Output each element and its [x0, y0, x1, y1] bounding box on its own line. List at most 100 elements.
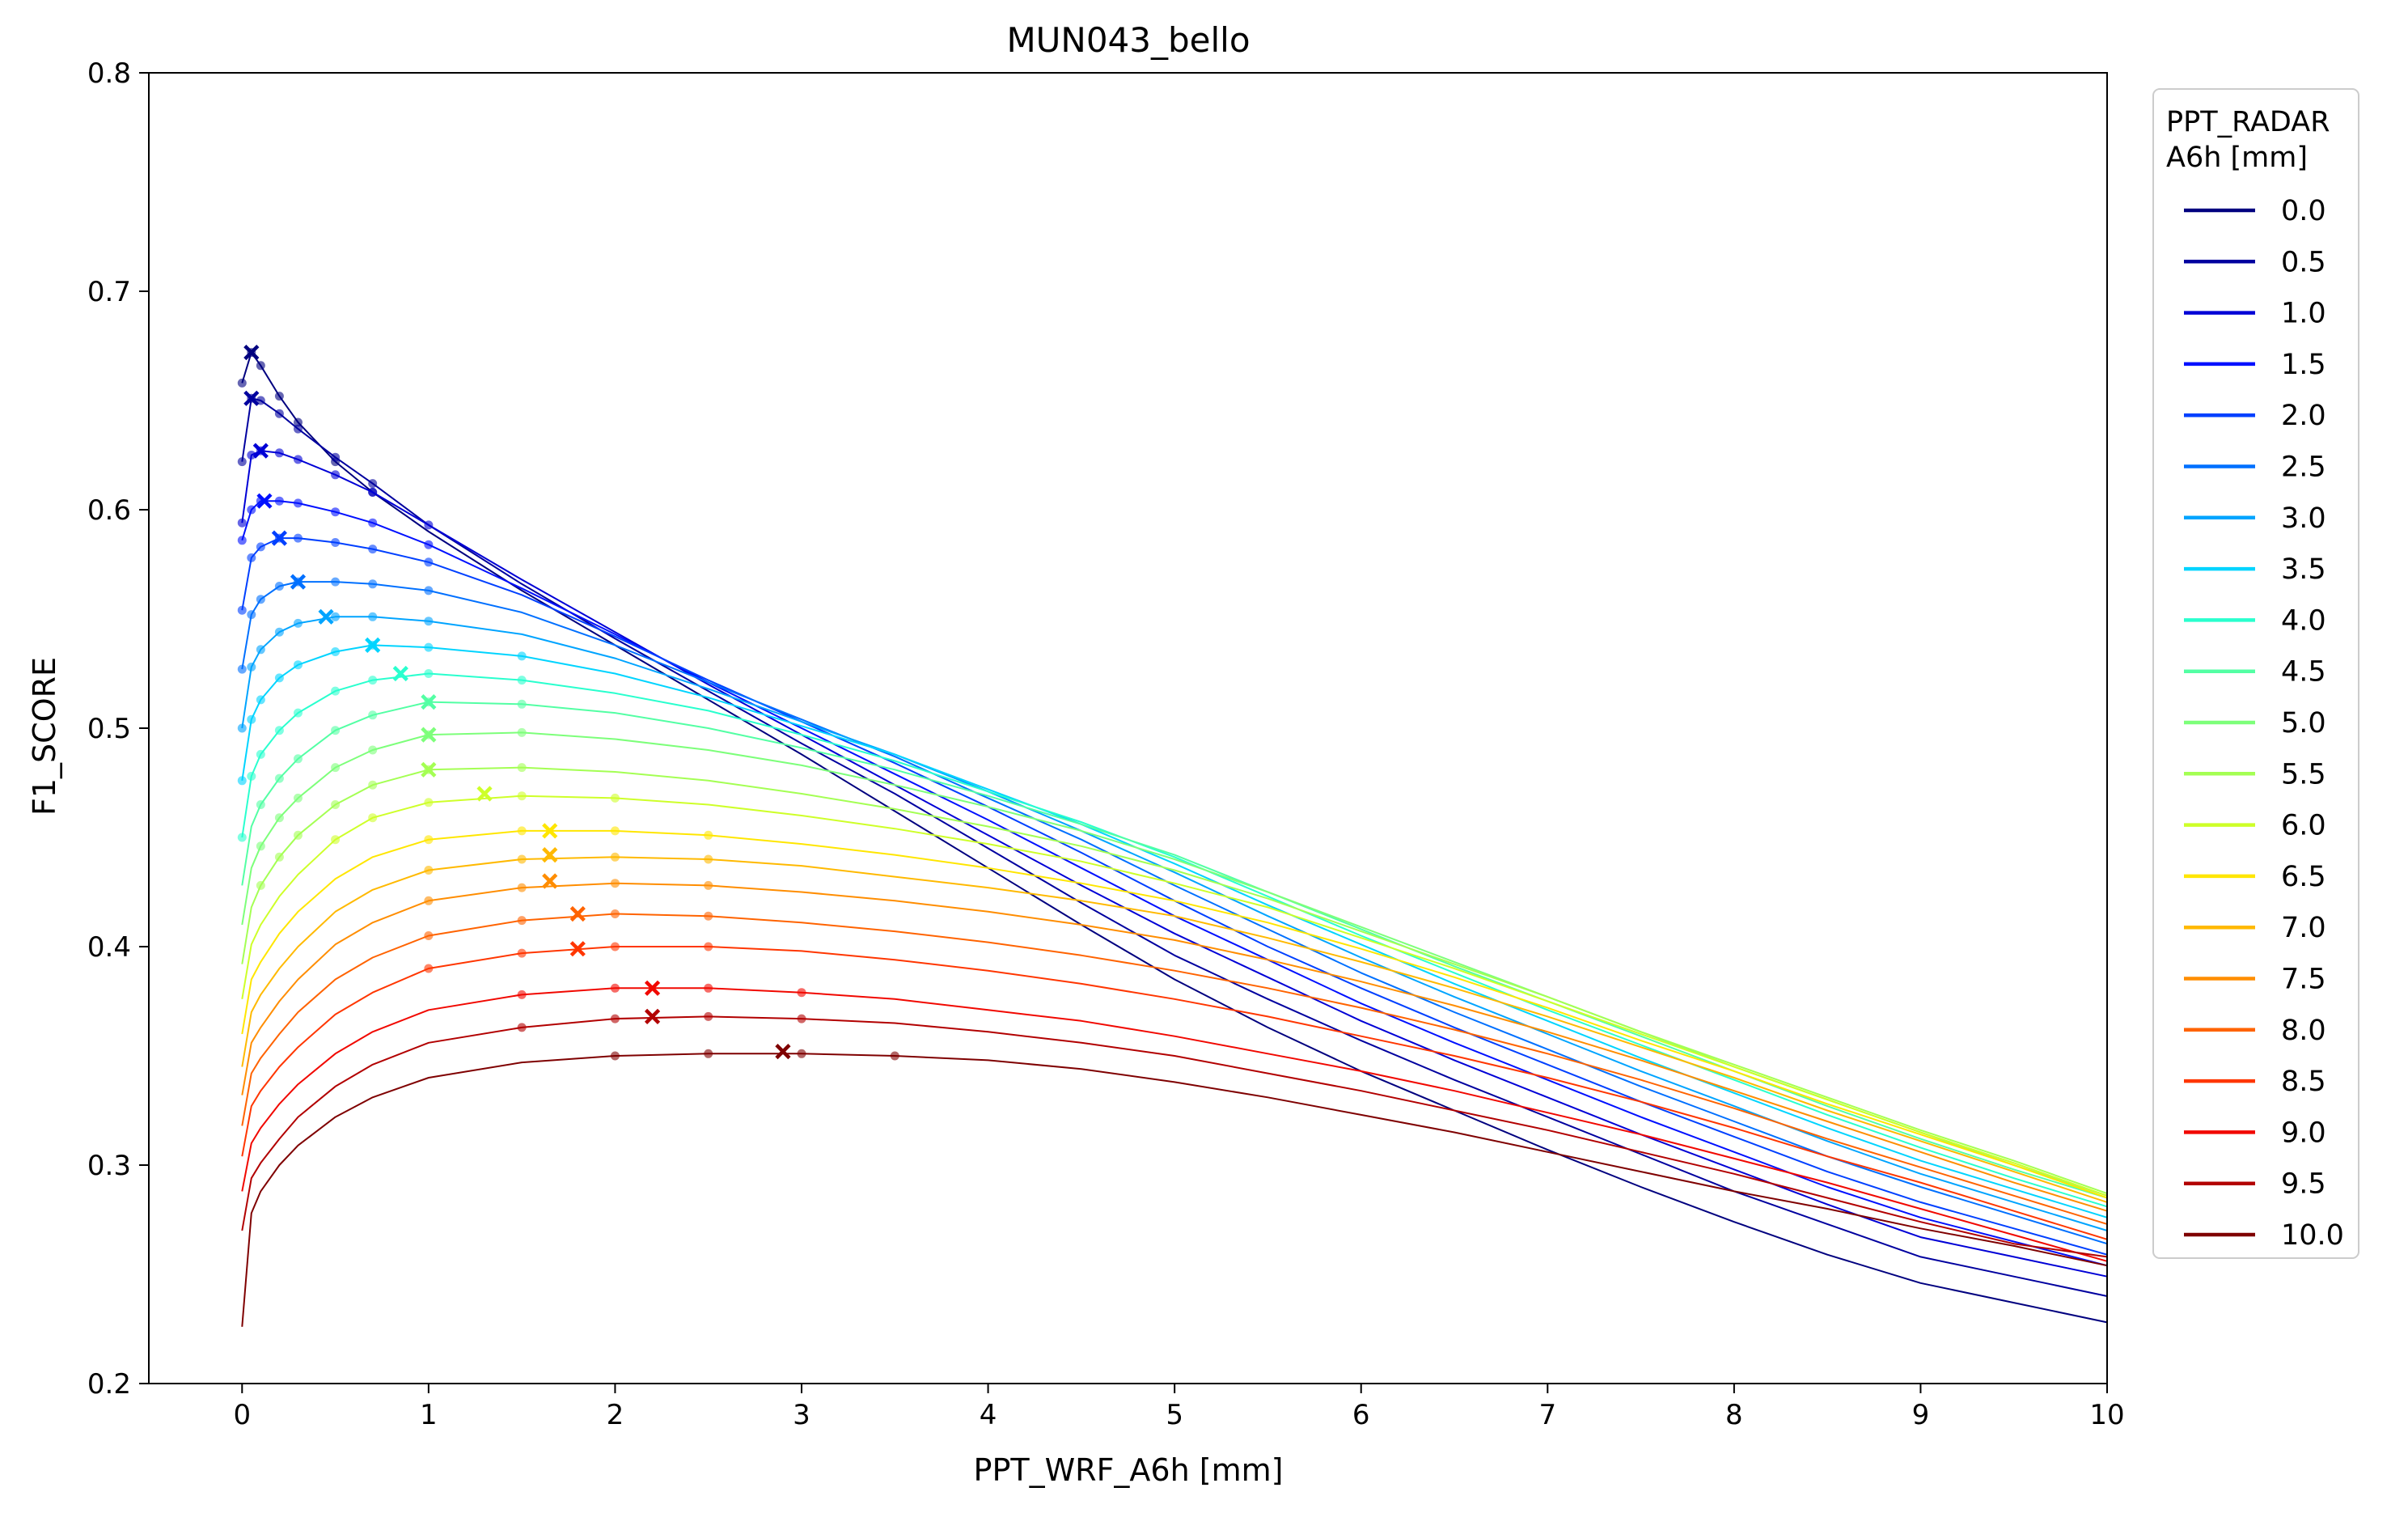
- x-tick-label: 10: [2089, 1399, 2124, 1431]
- data-point: [368, 780, 378, 790]
- data-point: [331, 800, 341, 809]
- data-point: [331, 577, 341, 587]
- series-8.5: [241, 941, 2108, 1240]
- data-point: [274, 726, 284, 735]
- data-point: [704, 854, 713, 864]
- legend-entry-6.5: 6.5: [2184, 861, 2326, 893]
- series-line-9.5: [241, 1015, 2108, 1258]
- data-point: [247, 714, 256, 724]
- data-point: [368, 545, 378, 554]
- max-marker: [252, 443, 269, 459]
- series-7.5: [241, 873, 2108, 1212]
- max-marker: [476, 786, 493, 802]
- max-marker: [392, 665, 408, 682]
- series-0.5: [237, 390, 2108, 1297]
- data-point: [274, 627, 284, 637]
- x-tick-label: 9: [1912, 1399, 1930, 1431]
- y-tick-label: 0.2: [87, 1368, 131, 1401]
- data-point: [237, 776, 247, 786]
- y-tick-label: 0.7: [87, 276, 131, 308]
- data-point: [256, 880, 265, 890]
- max-marker: [542, 847, 558, 863]
- legend-entry-9.5: 9.5: [2184, 1168, 2326, 1201]
- data-point: [368, 579, 378, 589]
- data-point: [274, 496, 284, 506]
- legend: PPT_RADAR A6h [mm] 0.0 0.5 1.0 1.5 2.0 2.5 3.0 3…: [2152, 88, 2359, 1259]
- data-point: [517, 854, 527, 864]
- legend-entry-3.5: 3.5: [2184, 553, 2326, 586]
- series-line-5.0: [241, 731, 2108, 1197]
- legend-label: 8.0: [2281, 1015, 2326, 1047]
- max-marker: [542, 823, 558, 839]
- data-point: [247, 553, 256, 562]
- data-point: [797, 988, 806, 998]
- legend-entry-4.0: 4.0: [2184, 604, 2326, 637]
- data-point: [274, 773, 284, 783]
- series-5.5: [241, 761, 2108, 1195]
- data-point: [797, 1014, 806, 1024]
- legend-entry-3.0: 3.0: [2184, 502, 2326, 535]
- series-line-5.5: [241, 766, 2108, 1195]
- data-point: [517, 676, 527, 685]
- series-line-8.0: [241, 913, 2108, 1225]
- series-line-0.0: [241, 351, 2108, 1324]
- legend-label: 4.5: [2281, 656, 2326, 689]
- legend-entry-4.5: 4.5: [2184, 656, 2326, 689]
- data-point: [274, 813, 284, 823]
- data-point: [293, 708, 303, 718]
- data-point: [424, 557, 434, 567]
- data-point: [610, 1051, 620, 1061]
- data-point: [704, 911, 713, 921]
- legend-label: 3.0: [2281, 502, 2326, 535]
- data-point: [424, 642, 434, 652]
- max-marker: [421, 727, 437, 743]
- data-point: [610, 879, 620, 888]
- data-point: [256, 361, 265, 371]
- max-marker: [644, 1008, 661, 1024]
- series-line-4.0: [241, 672, 2108, 1208]
- data-point: [247, 610, 256, 620]
- legend-entry-2.5: 2.5: [2184, 451, 2326, 484]
- legend-entry-8.5: 8.5: [2184, 1066, 2326, 1098]
- x-tick-label: 2: [607, 1399, 624, 1431]
- max-marker: [421, 694, 437, 710]
- series-line-3.5: [241, 644, 2108, 1218]
- y-tick-label: 0.4: [87, 931, 131, 964]
- series-line-8.5: [241, 946, 2108, 1240]
- data-point: [517, 916, 527, 926]
- y-tick-label: 0.5: [87, 713, 131, 745]
- y-tick-label: 0.6: [87, 494, 131, 527]
- legend-label: 7.5: [2281, 964, 2326, 996]
- data-point: [610, 852, 620, 862]
- data-point: [424, 617, 434, 626]
- data-point: [424, 540, 434, 549]
- data-point: [274, 582, 284, 591]
- data-point: [704, 983, 713, 993]
- data-point: [610, 983, 620, 993]
- data-point: [237, 833, 247, 842]
- series-line-7.0: [241, 856, 2108, 1203]
- x-tick-label: 5: [1166, 1399, 1183, 1431]
- data-point: [274, 448, 284, 458]
- legend-entry-6.0: 6.0: [2184, 810, 2326, 842]
- series-2.5: [237, 574, 2108, 1245]
- x-tick-label: 4: [980, 1399, 997, 1431]
- data-point: [293, 455, 303, 464]
- data-point: [293, 754, 303, 764]
- data-point: [704, 942, 713, 951]
- legend-label: 6.0: [2281, 810, 2326, 842]
- max-marker: [569, 905, 586, 922]
- legend-label: 2.5: [2281, 451, 2326, 484]
- data-point: [517, 727, 527, 737]
- series-4.0: [237, 665, 2108, 1208]
- data-point: [368, 745, 378, 755]
- y-tick-label: 0.3: [87, 1150, 131, 1182]
- max-marker: [271, 530, 287, 546]
- series-line-3.0: [241, 616, 2108, 1231]
- legend-label: 5.0: [2281, 707, 2326, 740]
- legend-entry-10.0: 10.0: [2184, 1219, 2344, 1252]
- data-point: [237, 723, 247, 733]
- x-tick-label: 1: [420, 1399, 438, 1431]
- legend-entry-9.0: 9.0: [2184, 1117, 2326, 1149]
- data-point: [247, 505, 256, 515]
